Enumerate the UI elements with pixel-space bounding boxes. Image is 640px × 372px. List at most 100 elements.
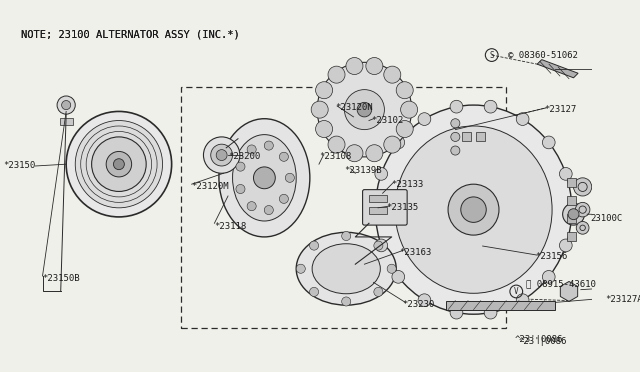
Circle shape — [316, 121, 333, 138]
Text: *23200: *23200 — [228, 153, 260, 161]
Circle shape — [317, 62, 412, 157]
Circle shape — [451, 119, 460, 128]
Text: S: S — [490, 51, 494, 60]
Circle shape — [568, 209, 579, 219]
Text: *23118: *23118 — [214, 221, 246, 231]
Bar — [60, 118, 72, 125]
Ellipse shape — [395, 126, 552, 293]
Bar — [567, 178, 576, 187]
Circle shape — [264, 141, 273, 150]
Circle shape — [366, 58, 383, 74]
Circle shape — [484, 306, 497, 319]
Circle shape — [211, 144, 232, 166]
Circle shape — [92, 137, 146, 192]
Circle shape — [516, 294, 529, 307]
Circle shape — [328, 136, 345, 153]
Text: *23108: *23108 — [319, 153, 351, 161]
Circle shape — [296, 264, 305, 273]
Circle shape — [236, 185, 245, 193]
Circle shape — [57, 96, 76, 114]
Text: *23139B: *23139B — [344, 166, 382, 175]
Circle shape — [575, 202, 590, 217]
Circle shape — [559, 239, 572, 252]
Text: © 08360-51062: © 08360-51062 — [508, 51, 578, 60]
Circle shape — [374, 287, 383, 296]
Circle shape — [76, 121, 163, 208]
Ellipse shape — [296, 232, 396, 305]
Circle shape — [451, 146, 460, 155]
Circle shape — [484, 100, 497, 113]
Circle shape — [384, 136, 401, 153]
Bar — [461, 132, 471, 141]
Text: Ⓥ 08915-43610: Ⓥ 08915-43610 — [526, 280, 596, 289]
Circle shape — [448, 184, 499, 235]
Circle shape — [366, 145, 383, 162]
Circle shape — [236, 162, 245, 171]
Circle shape — [279, 194, 289, 203]
Circle shape — [342, 297, 351, 306]
Circle shape — [264, 205, 273, 215]
Circle shape — [450, 100, 463, 113]
Text: 23100C: 23100C — [590, 214, 622, 223]
Circle shape — [573, 178, 592, 196]
Text: NOTE; 23100 ALTERNATOR ASSY (INC.*): NOTE; 23100 ALTERNATOR ASSY (INC.*) — [20, 30, 239, 39]
Circle shape — [66, 112, 172, 217]
Circle shape — [418, 113, 431, 125]
Ellipse shape — [375, 105, 572, 314]
Circle shape — [357, 102, 372, 117]
Circle shape — [451, 132, 460, 141]
Ellipse shape — [312, 244, 380, 294]
FancyBboxPatch shape — [363, 190, 407, 225]
Circle shape — [369, 203, 381, 216]
Circle shape — [450, 306, 463, 319]
Polygon shape — [561, 282, 578, 301]
Text: *23127: *23127 — [545, 105, 577, 114]
Circle shape — [396, 121, 413, 138]
Circle shape — [374, 241, 383, 250]
Text: ^23'|0086: ^23'|0086 — [519, 337, 568, 346]
Circle shape — [418, 294, 431, 307]
Circle shape — [392, 136, 404, 149]
Bar — [369, 207, 387, 214]
Text: NOTE; 23100 ALTERNATOR ASSY (INC.*): NOTE; 23100 ALTERNATOR ASSY (INC.*) — [20, 30, 239, 39]
Circle shape — [253, 167, 275, 189]
Circle shape — [216, 150, 227, 161]
Circle shape — [279, 152, 289, 161]
Circle shape — [375, 167, 388, 180]
Circle shape — [113, 159, 124, 170]
Text: *23102: *23102 — [372, 116, 404, 125]
Bar — [369, 195, 387, 202]
Circle shape — [316, 82, 333, 99]
Circle shape — [392, 270, 404, 283]
Circle shape — [61, 100, 70, 110]
Text: *23120M: *23120M — [191, 182, 229, 192]
Circle shape — [328, 66, 345, 83]
Circle shape — [387, 264, 396, 273]
Circle shape — [542, 136, 555, 149]
Circle shape — [310, 287, 319, 296]
Circle shape — [342, 231, 351, 241]
Text: *23120N: *23120N — [335, 103, 373, 112]
Circle shape — [204, 137, 240, 173]
Circle shape — [396, 82, 413, 99]
Circle shape — [344, 90, 385, 129]
Circle shape — [461, 197, 486, 222]
Text: *23230: *23230 — [403, 300, 435, 309]
Circle shape — [542, 270, 555, 283]
Circle shape — [247, 145, 256, 154]
Bar — [567, 214, 576, 223]
Circle shape — [565, 203, 578, 216]
Ellipse shape — [219, 119, 310, 237]
Bar — [567, 232, 576, 241]
Circle shape — [576, 221, 589, 234]
Text: ^23'|0086: ^23'|0086 — [515, 335, 563, 344]
Circle shape — [310, 241, 319, 250]
Ellipse shape — [232, 135, 296, 221]
Circle shape — [384, 66, 401, 83]
Text: *23150B: *23150B — [42, 274, 80, 283]
Text: *23150: *23150 — [3, 161, 35, 170]
Circle shape — [516, 113, 529, 125]
Circle shape — [559, 167, 572, 180]
Bar — [180, 87, 506, 328]
Circle shape — [311, 101, 328, 118]
